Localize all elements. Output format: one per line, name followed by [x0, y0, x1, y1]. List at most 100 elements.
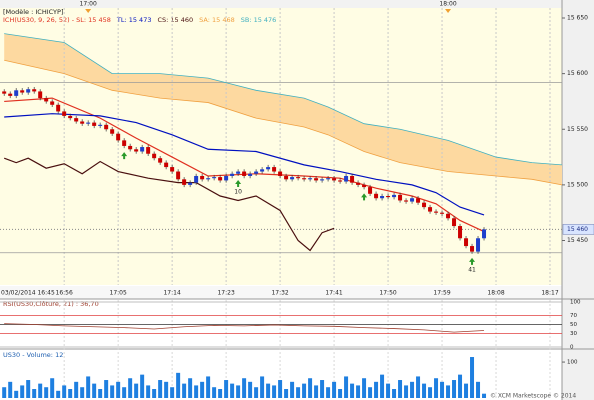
- candle-body: [98, 124, 103, 126]
- candle-body: [38, 91, 43, 99]
- volume-bar: [92, 383, 97, 398]
- candle-body: [230, 173, 235, 176]
- candle-body: [440, 212, 445, 214]
- rsi-tick-label: 50: [570, 322, 577, 328]
- candle-body: [260, 169, 265, 172]
- x-tick-label: 17:50: [379, 290, 396, 297]
- volume-bar: [206, 376, 211, 398]
- candle-body: [122, 140, 127, 146]
- candle-body: [320, 179, 325, 181]
- volume-bar: [410, 381, 415, 398]
- volume-bar: [104, 380, 109, 398]
- candle-body: [374, 193, 379, 199]
- volume-bar: [374, 381, 379, 398]
- signal-arrow: [469, 257, 476, 265]
- candle-body: [416, 198, 421, 203]
- candle-body: [188, 182, 193, 185]
- x-tick-label: 17:32: [271, 290, 288, 297]
- candle-body: [56, 104, 61, 112]
- volume-bar: [38, 383, 43, 398]
- candle-body: [314, 178, 319, 181]
- volume-bar: [74, 381, 79, 398]
- volume-bar: [422, 383, 427, 398]
- indicator-line: [4, 59, 563, 186]
- volume-bar: [194, 385, 199, 398]
- y-tick-label: 15 550: [567, 126, 588, 133]
- volume-bar: [452, 380, 457, 398]
- volume-bar: [308, 378, 313, 398]
- x-tick-label: 03/02/2014 16:45: [1, 290, 55, 297]
- candle-body: [308, 178, 313, 180]
- volume-bar: [152, 389, 157, 398]
- volume-bar: [14, 390, 19, 398]
- top-marker-label: 18:00: [439, 1, 456, 8]
- candle-body: [86, 122, 91, 124]
- candle-body: [74, 118, 79, 122]
- signal-label: 41: [468, 266, 476, 273]
- candle-body: [218, 177, 223, 181]
- signal-label: 10: [234, 188, 242, 195]
- indicator-line: [4, 33, 563, 166]
- indicator-line: [3, 157, 335, 252]
- volume-bar: [272, 385, 277, 398]
- candle-body: [272, 167, 277, 172]
- candle-body: [254, 171, 259, 174]
- volume-bar: [110, 385, 115, 398]
- indicator-line: [4, 113, 485, 216]
- volume-bar: [440, 381, 445, 398]
- candle-body: [32, 89, 37, 92]
- volume-bar: [164, 381, 169, 398]
- volume-bar: [392, 389, 397, 398]
- candle-body: [362, 184, 367, 188]
- y-tick-label: 15 600: [567, 70, 588, 77]
- y-tick-label: 15 650: [567, 15, 588, 22]
- volume-bar: [314, 385, 319, 398]
- volume-bar: [224, 380, 229, 398]
- candle-body: [398, 194, 403, 201]
- top-strip: [0, 0, 562, 8]
- right-axis: [562, 0, 594, 400]
- x-tick-label: 18:08: [487, 290, 504, 297]
- cloud: [4, 33, 563, 185]
- volume-bar: [2, 387, 7, 398]
- candle-body: [134, 149, 139, 152]
- volume-bar: [212, 387, 217, 398]
- x-tick-label: 17:14: [163, 290, 180, 297]
- signal-arrow: [235, 179, 242, 187]
- candle-body: [290, 177, 295, 180]
- volume-bar: [296, 387, 301, 398]
- candle-body: [80, 121, 85, 124]
- volume-bar: [434, 378, 439, 398]
- volume-bar: [470, 357, 475, 398]
- volume-bar: [8, 381, 13, 398]
- volume-bar: [404, 385, 409, 398]
- volume-bar: [44, 387, 49, 398]
- candle-body: [170, 167, 175, 172]
- candle-body: [422, 202, 427, 208]
- candle-body: [8, 93, 13, 96]
- candle-body: [68, 115, 73, 119]
- rsi-line: [4, 323, 485, 333]
- volume-bar: [218, 389, 223, 398]
- main-panel: [0, 8, 562, 285]
- candle-body: [326, 178, 331, 180]
- price-box: [562, 224, 594, 235]
- candle-body: [110, 129, 115, 134]
- candle-body: [194, 175, 199, 183]
- legend-entry: SL: 15 458: [76, 16, 111, 24]
- volume-bar: [200, 381, 205, 398]
- volume-bar: [98, 389, 103, 398]
- x-tick-label: 16:56: [56, 290, 73, 297]
- volume-bar: [20, 385, 25, 398]
- y-tick-label: 15 450: [567, 237, 588, 244]
- volume-bar: [242, 378, 247, 398]
- candle-body: [200, 175, 205, 180]
- candle-body: [62, 111, 67, 116]
- candle-body: [212, 177, 217, 179]
- x-tick-label: 17:05: [110, 290, 127, 297]
- candle-body: [128, 145, 133, 150]
- volume-bar: [380, 374, 385, 398]
- volume-bar: [140, 374, 145, 398]
- volume-title: US30 - Volume: 12: [3, 351, 63, 359]
